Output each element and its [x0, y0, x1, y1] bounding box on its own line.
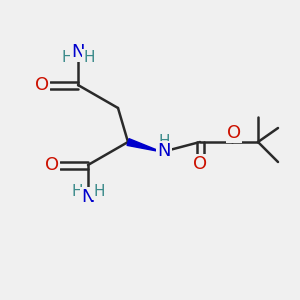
Polygon shape [127, 139, 162, 152]
Text: N: N [71, 43, 85, 61]
Text: N: N [81, 188, 95, 206]
Text: O: O [35, 76, 49, 94]
Text: H: H [93, 184, 105, 200]
Text: N: N [157, 142, 171, 160]
Text: H: H [83, 50, 95, 64]
Text: O: O [45, 156, 59, 174]
Text: H: H [61, 50, 73, 64]
Text: O: O [193, 155, 207, 173]
Text: H: H [158, 134, 170, 148]
Text: O: O [227, 124, 241, 142]
Text: H: H [71, 184, 83, 200]
